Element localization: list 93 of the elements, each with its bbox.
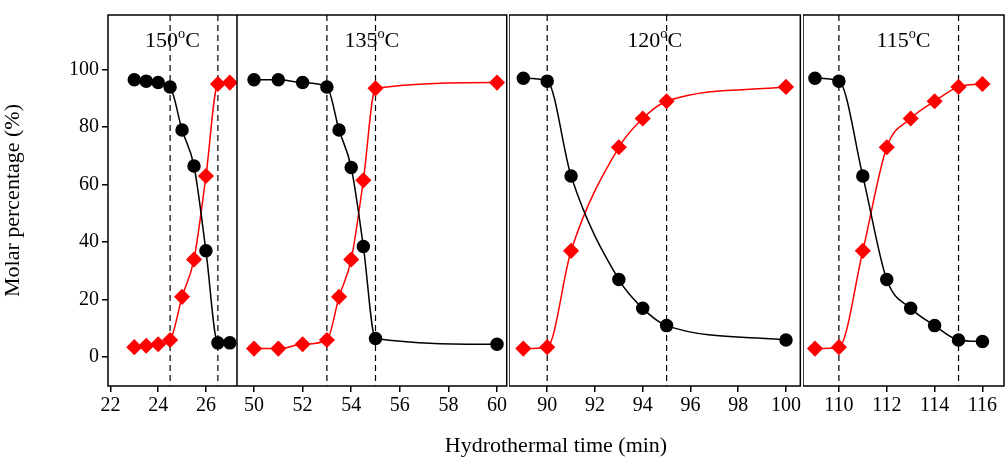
- point: [367, 80, 384, 97]
- point: [270, 340, 287, 357]
- point: [210, 76, 226, 92]
- point: [271, 72, 286, 87]
- point: [223, 336, 237, 350]
- x-tick-label: 94: [632, 393, 653, 416]
- point: [611, 139, 627, 156]
- point: [515, 340, 532, 357]
- x-tick-label: 90: [537, 393, 558, 416]
- x-tick-label: 92: [584, 393, 605, 416]
- x-tick-label: 22: [100, 393, 121, 416]
- point: [951, 333, 966, 347]
- point: [855, 243, 871, 259]
- y-tick-label: 20: [79, 286, 99, 309]
- point: [332, 123, 346, 137]
- point: [199, 244, 213, 258]
- point: [344, 160, 358, 175]
- x-tick-label: 100: [771, 393, 801, 416]
- point: [175, 123, 189, 137]
- point: [808, 71, 822, 86]
- x-tick-label: 60: [487, 393, 507, 416]
- point: [658, 93, 675, 110]
- point: [246, 340, 262, 357]
- x-tick-label: 50: [244, 393, 265, 416]
- point: [162, 332, 178, 348]
- point: [516, 71, 531, 86]
- point: [832, 74, 846, 88]
- point: [294, 336, 311, 353]
- point: [927, 318, 942, 333]
- point: [856, 169, 870, 183]
- x-tick-label: 26: [195, 393, 216, 416]
- point: [331, 289, 347, 305]
- y-tick-label: 40: [79, 229, 99, 252]
- point: [635, 301, 650, 316]
- x-tick-label: 52: [292, 393, 313, 416]
- x-tick-label: 24: [148, 393, 169, 416]
- y-tick-label: 100: [69, 56, 99, 79]
- x-tick-label: 56: [389, 393, 410, 416]
- x-tick-label: 96: [680, 393, 701, 416]
- point: [163, 80, 177, 94]
- x-tick-label: 116: [967, 393, 998, 416]
- point: [879, 139, 895, 156]
- point: [368, 331, 383, 346]
- point: [356, 239, 371, 254]
- point: [150, 336, 166, 353]
- point: [489, 74, 505, 91]
- point: [880, 272, 894, 287]
- y-tick-label: 80: [79, 114, 99, 137]
- point: [975, 334, 990, 349]
- x-axis-title: Hydrothermal time (min): [443, 432, 669, 458]
- point: [126, 339, 143, 355]
- point: [295, 75, 310, 90]
- x-tick-label: 98: [728, 393, 749, 416]
- point: [539, 339, 555, 355]
- point: [151, 75, 165, 90]
- point: [831, 339, 847, 355]
- point: [139, 74, 153, 88]
- point: [247, 72, 261, 87]
- point: [186, 251, 202, 268]
- point: [974, 76, 991, 92]
- x-tick-label: 110: [824, 393, 854, 416]
- point: [211, 336, 225, 350]
- point: [807, 340, 823, 357]
- point: [540, 74, 554, 88]
- y-axis-title: Molar percentage (%): [0, 103, 24, 298]
- point: [198, 168, 214, 184]
- y-tick-label: 60: [79, 171, 99, 194]
- point: [138, 337, 154, 354]
- point: [127, 72, 142, 87]
- point: [490, 337, 504, 352]
- point: [903, 301, 918, 316]
- x-tick-label: 58: [438, 393, 459, 416]
- point: [319, 332, 335, 348]
- point: [343, 251, 359, 268]
- point: [634, 110, 651, 127]
- y-tick-label: 0: [89, 344, 99, 367]
- point: [779, 333, 793, 347]
- x-tick-label: 112: [872, 393, 902, 416]
- point: [778, 79, 794, 95]
- point: [320, 80, 334, 94]
- point: [563, 243, 579, 259]
- point: [950, 79, 967, 95]
- point: [564, 169, 578, 183]
- point: [355, 172, 372, 189]
- point: [222, 74, 237, 91]
- x-tick-label: 114: [919, 393, 950, 416]
- point: [612, 272, 626, 287]
- point: [187, 159, 201, 173]
- point: [174, 289, 190, 305]
- point: [902, 110, 919, 127]
- x-tick-label: 54: [341, 393, 362, 416]
- point: [926, 93, 943, 110]
- point: [659, 318, 674, 333]
